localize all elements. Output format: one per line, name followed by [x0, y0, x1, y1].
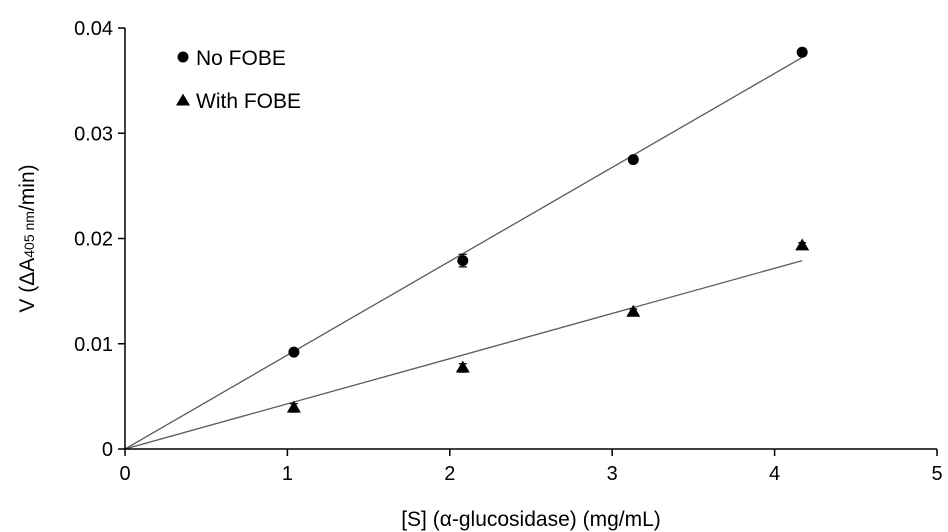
legend-label: With FOBE — [196, 90, 301, 113]
y-axis-title-part: V ( — [16, 286, 39, 313]
data-point-circle — [288, 346, 300, 358]
x-tick-label: 3 — [607, 463, 618, 485]
legend-marker-circle — [177, 51, 189, 63]
x-tick-label: 0 — [119, 463, 130, 485]
y-tick-label: 0 — [102, 439, 113, 461]
legend-label: No FOBE — [196, 47, 286, 70]
legend: No FOBE With FOBE — [176, 47, 301, 113]
trendlines — [124, 56, 803, 450]
data-point-circle — [796, 46, 808, 58]
x-tick-label: 4 — [769, 463, 780, 485]
y-tick-label: 0.04 — [74, 18, 113, 40]
x-tick-label: 5 — [931, 463, 942, 485]
y-axis-title: V (ΔA405 nm/min) — [16, 164, 39, 312]
data-point-triangle — [795, 238, 810, 251]
x-tick-label: 2 — [444, 463, 455, 485]
y-axis-title-part: /min) — [16, 164, 39, 211]
data-point-circle — [627, 154, 639, 166]
y-tick-label: 0.01 — [74, 334, 113, 356]
data-point-triangle — [455, 360, 470, 373]
data-point-triangle — [626, 304, 641, 317]
data-points — [286, 46, 810, 413]
x-tick-label: 1 — [282, 463, 293, 485]
y-axis-title-part: ΔA — [16, 258, 39, 286]
y-axis-title-subscript: 405 nm — [21, 211, 37, 258]
y-tick-label: 0.02 — [74, 229, 113, 251]
y-tick-label: 0.03 — [74, 123, 113, 145]
data-point-triangle — [286, 400, 301, 413]
legend-marker-triangle — [176, 93, 190, 106]
trendline — [124, 259, 803, 450]
trendline — [124, 56, 803, 450]
data-point-circle — [457, 255, 469, 267]
ticks: 0 0.01 0.02 0.03 0.04 0 1 2 3 4 5 — [74, 18, 943, 485]
x-axis-title: [S] (α-glucosidase) (mg/mL) — [401, 508, 661, 531]
